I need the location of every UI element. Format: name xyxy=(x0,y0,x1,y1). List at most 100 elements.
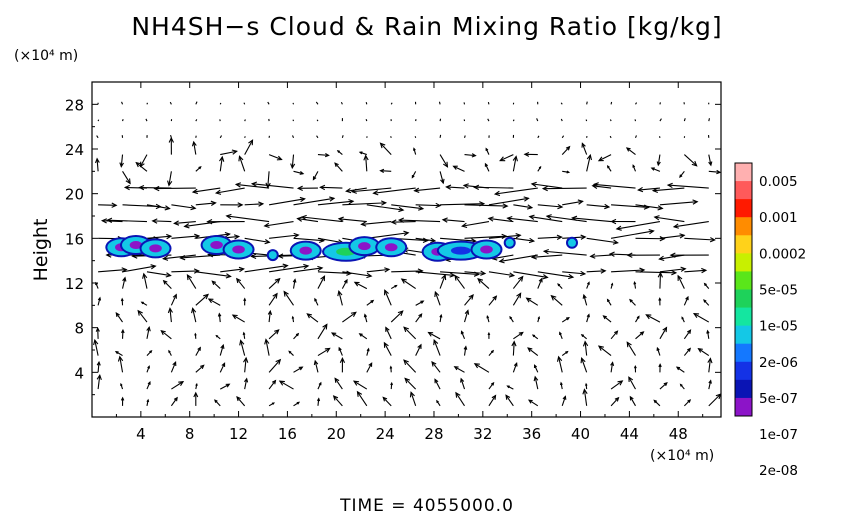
wind-arrow-head xyxy=(608,251,615,257)
wind-arrow-head xyxy=(283,290,289,297)
wind-arrow xyxy=(346,187,367,192)
wind-arrow-head xyxy=(491,394,497,400)
wind-arrow xyxy=(609,135,612,139)
wind-arrow-head xyxy=(528,214,535,220)
wind-arrow-head xyxy=(291,315,295,319)
wind-arrow xyxy=(586,204,610,208)
wind-arrow xyxy=(461,331,466,340)
wind-arrow xyxy=(609,119,612,122)
wind-arrow xyxy=(208,298,221,306)
wind-arrow-head xyxy=(352,380,360,386)
wind-arrow-head xyxy=(679,174,683,179)
wind-arrow-head xyxy=(441,217,448,223)
wind-arrow xyxy=(659,118,662,122)
wind-arrow-head xyxy=(296,401,301,405)
wind-arrow xyxy=(146,102,148,105)
wind-arrow xyxy=(219,383,230,390)
wind-arrow xyxy=(611,204,649,208)
wind-arrow-head xyxy=(461,222,468,229)
wind-arrow-head xyxy=(191,307,197,314)
wind-arrow-head xyxy=(687,347,692,352)
x-axis-ticks: 4 8 12 16 20 24 28 32 36 40 44 48 xyxy=(115,82,704,443)
wind-arrow-head xyxy=(382,396,388,402)
wind-arrow xyxy=(244,136,246,139)
wind-arrow xyxy=(98,269,127,273)
wind-arrow-head xyxy=(97,296,102,301)
wind-arrow-head xyxy=(160,329,166,336)
wind-arrow xyxy=(293,170,304,175)
wind-arrow xyxy=(359,333,368,340)
wind-arrow-head xyxy=(179,255,186,261)
wind-arrow-head xyxy=(431,360,437,367)
wind-arrow-head xyxy=(106,217,113,224)
wind-arrow-head xyxy=(274,277,281,284)
wind-arrow xyxy=(442,219,465,223)
wind-arrow-head xyxy=(290,163,296,170)
wind-arrow xyxy=(342,202,386,206)
wind-arrow xyxy=(683,348,691,356)
wind-arrow-head xyxy=(164,205,171,211)
wind-arrow-head xyxy=(528,237,536,244)
colorbar-label: 0.005 xyxy=(759,174,798,190)
wind-arrow xyxy=(610,362,614,373)
wind-arrow-head xyxy=(366,272,373,279)
wind-arrow-head xyxy=(394,284,398,288)
wind-arrow xyxy=(293,366,303,373)
wind-arrow xyxy=(380,142,392,155)
wind-arrow xyxy=(382,397,392,407)
wind-arrow-head xyxy=(403,230,410,236)
wind-arrow-head xyxy=(650,167,655,171)
chart-title: NH4SH−s Cloud & Rain Mixing Ratio [kg/kg… xyxy=(131,12,723,41)
wind-arrow xyxy=(598,154,612,162)
wind-arrow-head xyxy=(94,157,100,164)
wind-arrow-head xyxy=(542,248,549,255)
wind-arrow-head xyxy=(198,166,202,170)
wind-arrow xyxy=(646,314,661,323)
wind-arrow-head xyxy=(709,237,716,243)
wind-arrow xyxy=(195,101,198,105)
wind-arrow-head xyxy=(703,299,707,303)
wind-arrow xyxy=(94,340,99,356)
wind-arrow-head xyxy=(275,358,282,365)
wind-arrow-head xyxy=(658,255,665,262)
wind-arrow xyxy=(365,155,368,172)
wind-arrow-head xyxy=(648,229,655,235)
wind-arrow xyxy=(677,275,685,289)
wind-arrow-head xyxy=(122,276,127,282)
wind-arrow-head xyxy=(692,199,699,205)
wind-arrow-head xyxy=(612,239,619,245)
wind-arrow xyxy=(269,265,309,273)
wind-arrow-head xyxy=(656,346,660,351)
wind-arrow-head xyxy=(120,396,125,401)
wind-arrow-head xyxy=(697,348,703,353)
x-tick-label: 36 xyxy=(522,425,541,443)
wind-arrow-head xyxy=(505,394,511,400)
wind-arrow-head xyxy=(671,270,678,276)
colorbar-label: 5e-05 xyxy=(759,283,798,299)
wind-arrow xyxy=(146,204,170,210)
wind-arrow xyxy=(415,300,424,306)
wind-arrow xyxy=(440,271,479,275)
wind-arrow-head xyxy=(151,218,158,224)
wind-arrow-head xyxy=(336,150,340,153)
wind-arrow-head xyxy=(582,293,587,299)
wind-arrow xyxy=(534,376,539,390)
wind-arrow xyxy=(610,101,613,105)
cloud-cell xyxy=(505,238,514,247)
wind-arrow-head xyxy=(653,215,660,221)
wind-arrow xyxy=(268,293,278,306)
wind-arrow-head xyxy=(480,270,487,276)
wind-arrow-head xyxy=(629,395,634,401)
wind-arrow xyxy=(586,101,588,105)
wind-arrow-head xyxy=(592,182,599,188)
wind-arrow xyxy=(192,308,197,323)
wind-arrow xyxy=(238,156,246,172)
wind-arrow xyxy=(693,313,710,323)
wind-arrow xyxy=(317,200,354,206)
wind-arrow xyxy=(366,268,390,273)
wind-arrow xyxy=(488,234,521,239)
wind-arrow xyxy=(404,378,417,390)
wind-arrow xyxy=(536,118,539,122)
wind-arrow-head xyxy=(490,381,495,386)
wind-arrow-head xyxy=(523,196,530,202)
